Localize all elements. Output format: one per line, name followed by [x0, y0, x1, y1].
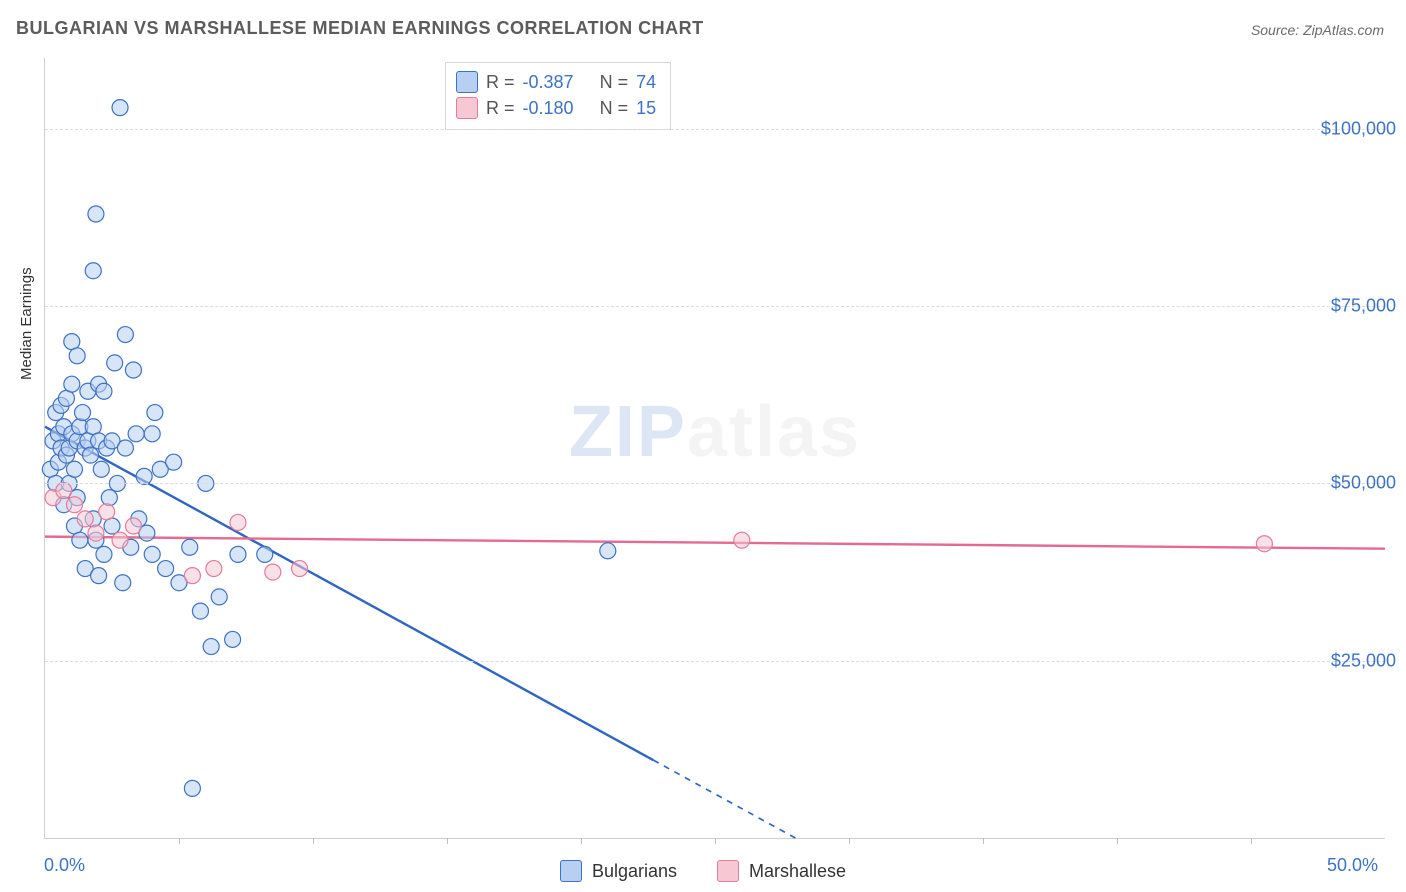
scatter-point-bulgarians: [184, 780, 200, 796]
scatter-point-marshallese: [77, 511, 93, 527]
scatter-point-bulgarians: [136, 468, 152, 484]
source-site: ZipAtlas.com: [1303, 22, 1384, 38]
scatter-point-bulgarians: [230, 546, 246, 562]
chart-container: BULGARIAN VS MARSHALLESE MEDIAN EARNINGS…: [0, 0, 1406, 892]
legend-label-marshallese: Marshallese: [749, 861, 846, 882]
scatter-point-bulgarians: [72, 532, 88, 548]
scatter-point-bulgarians: [107, 355, 123, 371]
correlation-statbox: R = -0.387 N = 74 R = -0.180 N = 15: [445, 62, 671, 130]
scatter-point-bulgarians: [147, 405, 163, 421]
n-label: N =: [600, 72, 629, 93]
scatter-point-bulgarians: [64, 376, 80, 392]
scatter-point-bulgarians: [166, 454, 182, 470]
scatter-point-marshallese: [265, 564, 281, 580]
statbox-row-bulgarians: R = -0.387 N = 74: [456, 69, 656, 95]
scatter-point-bulgarians: [144, 426, 160, 442]
scatter-point-marshallese: [88, 525, 104, 541]
n-value-marshallese: 15: [636, 98, 656, 119]
scatter-point-bulgarians: [128, 426, 144, 442]
y-tick-label: $100,000: [1321, 118, 1396, 139]
scatter-point-bulgarians: [144, 546, 160, 562]
scatter-point-bulgarians: [91, 568, 107, 584]
regression-line-dashed-bulgarians: [653, 760, 795, 838]
scatter-point-bulgarians: [203, 639, 219, 655]
scatter-point-bulgarians: [115, 575, 131, 591]
scatter-point-bulgarians: [125, 362, 141, 378]
scatter-point-bulgarians: [69, 348, 85, 364]
scatter-point-bulgarians: [192, 603, 208, 619]
scatter-point-bulgarians: [112, 100, 128, 116]
scatter-point-marshallese: [206, 561, 222, 577]
scatter-svg: [45, 58, 1385, 838]
n-label: N =: [600, 98, 629, 119]
chart-title: BULGARIAN VS MARSHALLESE MEDIAN EARNINGS…: [16, 18, 704, 39]
regression-line-marshallese: [45, 537, 1385, 549]
scatter-point-bulgarians: [182, 539, 198, 555]
legend-item-bulgarians: Bulgarians: [560, 860, 677, 882]
scatter-point-bulgarians: [101, 490, 117, 506]
y-tick-label: $25,000: [1331, 650, 1396, 671]
legend-label-bulgarians: Bulgarians: [592, 861, 677, 882]
scatter-point-marshallese: [1256, 536, 1272, 552]
scatter-point-marshallese: [56, 483, 72, 499]
swatch-bulgarians-icon: [456, 71, 478, 93]
scatter-point-bulgarians: [117, 327, 133, 343]
scatter-point-marshallese: [99, 504, 115, 520]
scatter-point-bulgarians: [225, 631, 241, 647]
legend-item-marshallese: Marshallese: [717, 860, 846, 882]
scatter-point-bulgarians: [66, 461, 82, 477]
swatch-marshallese-icon: [456, 97, 478, 119]
y-tick-label: $75,000: [1331, 296, 1396, 317]
scatter-point-bulgarians: [75, 405, 91, 421]
swatch-marshallese-icon: [717, 860, 739, 882]
r-label: R =: [486, 98, 515, 119]
scatter-point-marshallese: [230, 514, 246, 530]
statbox-row-marshallese: R = -0.180 N = 15: [456, 95, 656, 121]
r-value-bulgarians: -0.387: [523, 72, 574, 93]
r-label: R =: [486, 72, 515, 93]
y-tick-label: $50,000: [1331, 473, 1396, 494]
scatter-point-marshallese: [66, 497, 82, 513]
scatter-point-bulgarians: [93, 461, 109, 477]
scatter-point-bulgarians: [211, 589, 227, 605]
scatter-point-bulgarians: [158, 561, 174, 577]
scatter-point-bulgarians: [600, 543, 616, 559]
source-prefix: Source:: [1251, 22, 1303, 38]
scatter-point-bulgarians: [117, 440, 133, 456]
n-value-bulgarians: 74: [636, 72, 656, 93]
scatter-point-marshallese: [184, 568, 200, 584]
scatter-point-marshallese: [125, 518, 141, 534]
scatter-point-marshallese: [112, 532, 128, 548]
legend: Bulgarians Marshallese: [0, 860, 1406, 882]
swatch-bulgarians-icon: [560, 860, 582, 882]
scatter-point-bulgarians: [85, 263, 101, 279]
r-value-marshallese: -0.180: [523, 98, 574, 119]
scatter-point-marshallese: [734, 532, 750, 548]
scatter-point-marshallese: [292, 561, 308, 577]
scatter-point-bulgarians: [257, 546, 273, 562]
y-axis-label: Median Earnings: [18, 267, 35, 380]
scatter-point-bulgarians: [83, 447, 99, 463]
scatter-point-bulgarians: [96, 546, 112, 562]
scatter-point-bulgarians: [88, 206, 104, 222]
scatter-point-bulgarians: [96, 383, 112, 399]
chart-source: Source: ZipAtlas.com: [1251, 22, 1384, 38]
plot-area: ZIPatlas R = -0.387 N = 74 R = -0.180 N …: [44, 58, 1385, 839]
